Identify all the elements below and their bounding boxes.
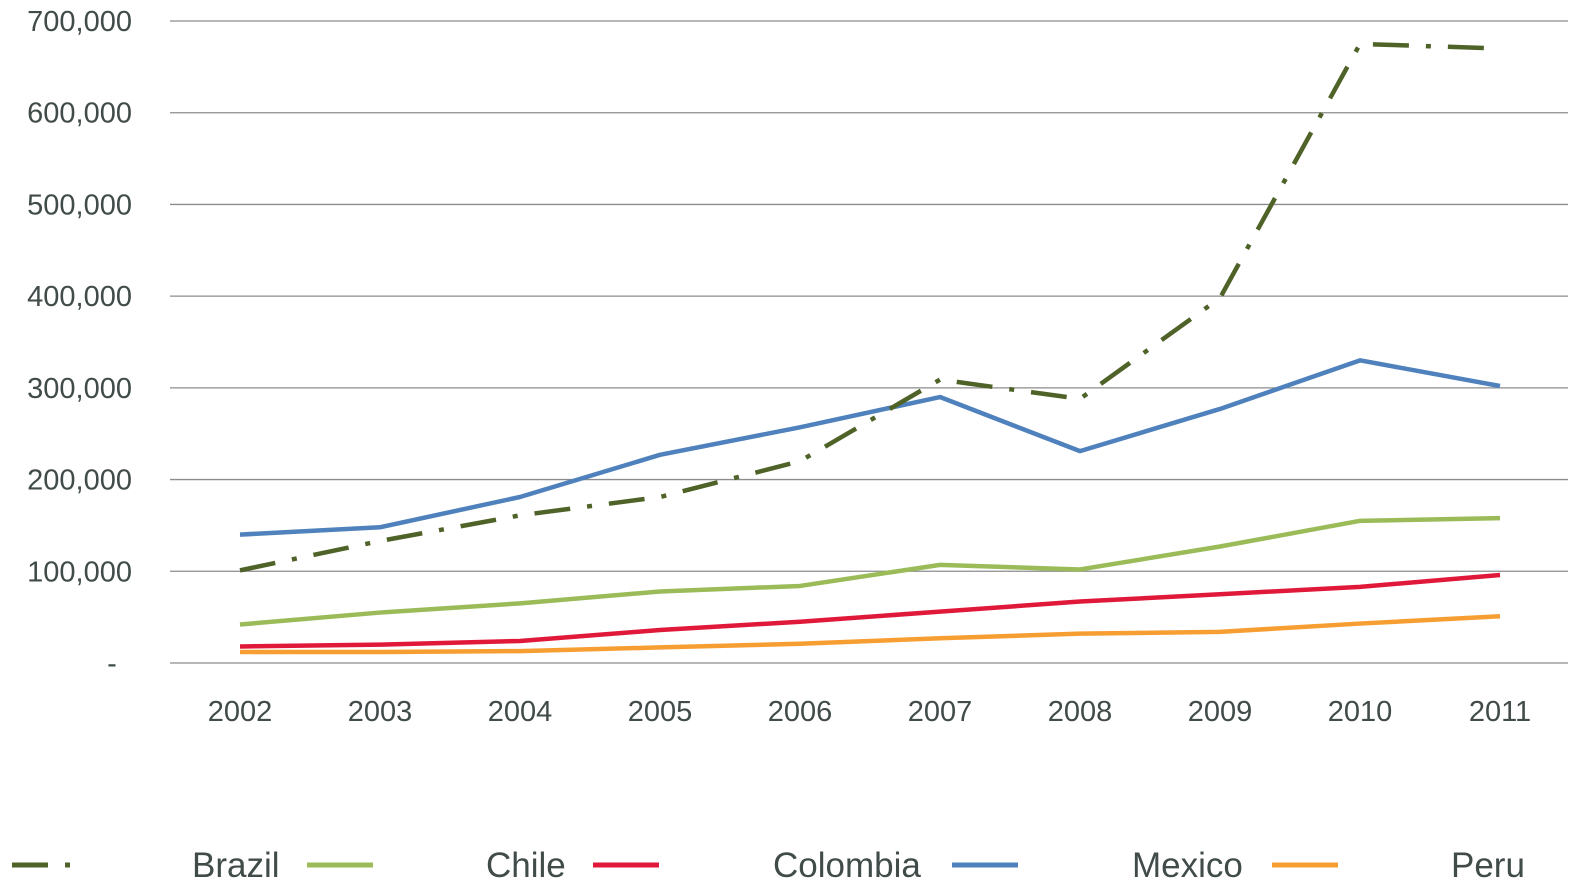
x-tick-label: 2006 [768,696,833,728]
x-tick-label: 2002 [208,696,273,728]
x-tick-label: 2009 [1188,696,1253,728]
x-axis-tick-labels: 2002 2003 2004 2005 2006 2007 2008 2009 2010 2011 [208,696,1531,728]
gridlines [170,20,1568,664]
legend-label-brazil: Brazil [192,846,280,885]
series-lines [239,41,1501,655]
y-tick-label: 500,000 [27,189,132,221]
x-tick-label: 2003 [348,696,413,728]
legend-label-chile: Chile [486,846,566,885]
series-line-chile [239,515,1501,627]
y-tick-label: 200,000 [27,465,132,497]
x-tick-label: 2008 [1048,696,1113,728]
series-line-mexico [239,358,1501,537]
x-tick-label: 2010 [1328,696,1393,728]
y-tick-label: - [107,648,117,680]
x-tick-label: 2005 [628,696,693,728]
y-tick-label: 300,000 [27,373,132,405]
y-axis-tick-labels: - 100,000 200,000 300,000 400,000 500,000 600,… [27,6,132,680]
series-line-colombia [239,572,1501,649]
x-tick-label: 2011 [1469,696,1531,728]
y-tick-label: 700,000 [27,6,132,38]
legend: Brazil Chile Colombia Mexico Peru [12,846,1525,885]
legend-label-peru: Peru [1451,846,1525,885]
series-line-brazil [239,41,1501,573]
x-tick-label: 2007 [908,696,973,728]
legend-label-colombia: Colombia [773,846,921,885]
y-tick-label: 100,000 [27,556,132,588]
series-line-peru [240,613,1501,655]
legend-label-mexico: Mexico [1132,846,1243,885]
x-tick-label: 2004 [488,696,553,728]
y-tick-label: 600,000 [27,98,132,130]
y-tick-label: 400,000 [27,281,132,313]
